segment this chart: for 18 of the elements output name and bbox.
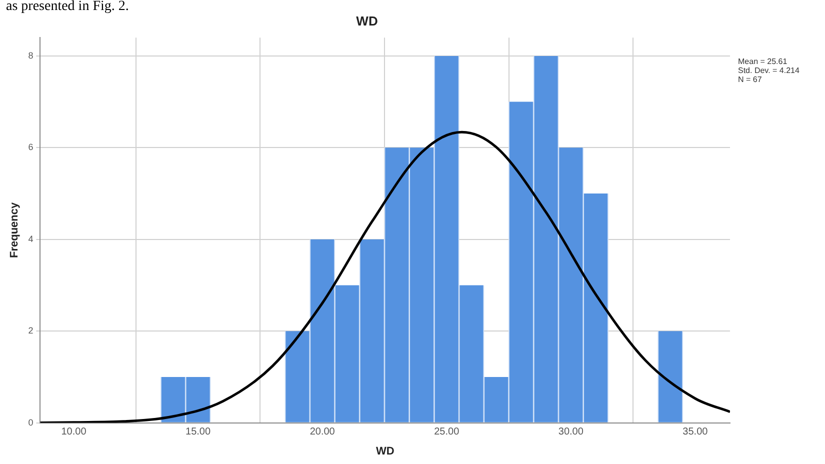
x-tick-label: 10.00 <box>61 426 87 438</box>
text: Mean = 25.61 <box>738 56 788 66</box>
y-tick-label: 8 <box>28 50 34 60</box>
y-tick-label: 2 <box>28 326 34 336</box>
text: Std. Dev. = 4.214 <box>738 66 800 75</box>
y-tick-label: 6 <box>28 142 34 152</box>
y-tick-label: 0 <box>28 417 34 428</box>
x-axis-title: WD <box>376 445 394 458</box>
y-tick-label: 4 <box>28 234 34 244</box>
x-tick-label: 35.00 <box>682 426 708 438</box>
x-tick-label: 25.00 <box>434 426 460 438</box>
chart-title: WD <box>356 13 378 28</box>
x-tick-label: 30.00 <box>558 426 584 438</box>
y-axis-title: Frequency <box>8 202 21 258</box>
x-tick-label: 15.00 <box>186 426 211 438</box>
text: N = 67 <box>738 74 762 84</box>
text: as presented in Fig. 2. <box>6 0 129 14</box>
x-tick-label: 20.00 <box>310 426 336 438</box>
